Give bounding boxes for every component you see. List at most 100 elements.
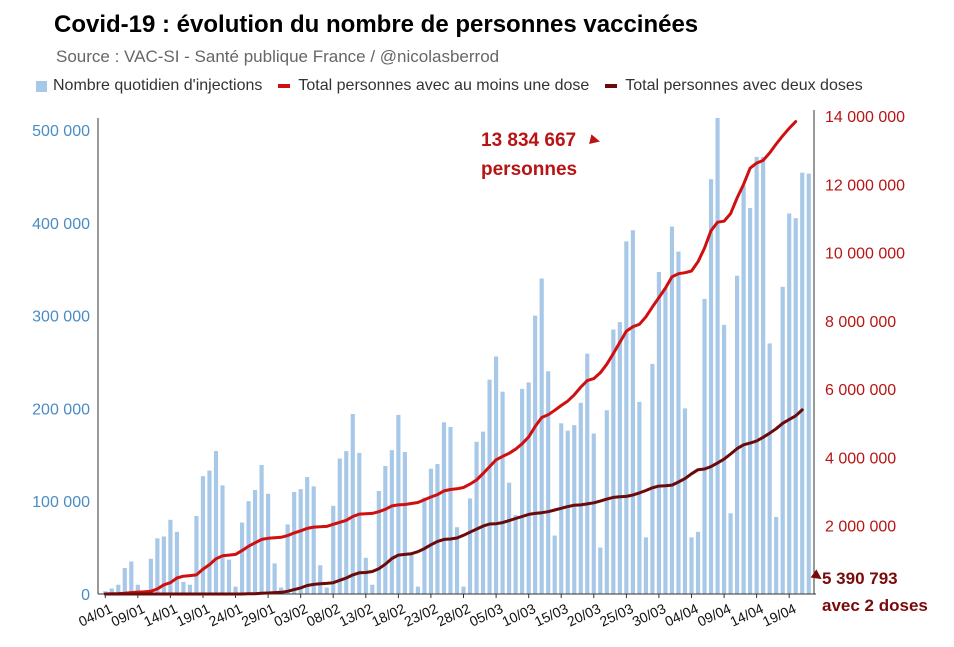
bar-daily-107	[800, 172, 805, 594]
y-right-tick-label: 4 000 000	[825, 450, 896, 467]
bar-daily-13	[187, 584, 193, 594]
bar-daily-8	[155, 538, 160, 594]
bar-daily-59	[487, 379, 492, 594]
bar-daily-92	[702, 298, 707, 594]
bar-daily-108	[806, 173, 811, 594]
bar-daily-47	[409, 553, 414, 594]
bar-daily-93	[708, 179, 714, 594]
bar-daily-27	[279, 587, 284, 594]
annotations: 13 834 667 personnes 5 390 793 avec 2 doses	[481, 130, 928, 615]
bar-daily-48	[415, 586, 420, 594]
bar-daily-104	[780, 286, 785, 594]
chart-subtitle: Source : VAC-SI - Santé publique France …	[56, 47, 500, 66]
legend-item-daily: Nombre quotidien d'injections	[36, 77, 262, 95]
bar-daily-100	[754, 156, 759, 594]
y-right-tick-label: 14 000 000	[825, 109, 905, 126]
bar-daily-91	[695, 531, 701, 594]
bar-daily-75	[591, 433, 596, 594]
bar-daily-20	[233, 586, 238, 594]
bar-daily-64	[520, 388, 525, 594]
line-two-doses	[103, 408, 804, 596]
bar-daily-106	[793, 218, 798, 594]
bar-daily-69	[552, 535, 557, 594]
bar-daily-63	[513, 515, 518, 594]
y-left-labels: 0 100 000 200 000 300 000 400 000 500 000	[32, 123, 90, 604]
bar-daily-87	[669, 226, 675, 594]
bar-daily-33	[318, 565, 323, 594]
bar-daily-3	[122, 568, 127, 594]
legend-swatch-one-dose	[278, 84, 291, 88]
y-left-tick-label: 0	[81, 587, 90, 604]
y-left-tick-label: 100 000	[32, 494, 90, 511]
bar-daily-17	[213, 451, 219, 594]
bar-daily-34	[324, 587, 329, 594]
y-right-tick-label: 2 000 000	[825, 519, 896, 536]
bar-daily-4	[129, 561, 134, 594]
bar-daily-102	[767, 343, 772, 594]
y-right-tick-label: 12 000 000	[825, 177, 905, 194]
y-right-tick-label: 10 000 000	[825, 246, 905, 263]
bar-daily-9	[161, 536, 166, 594]
bar-daily-90	[689, 537, 694, 594]
bar-daily-61	[500, 391, 505, 594]
bar-daily-96	[728, 513, 733, 594]
bar-daily-85	[656, 271, 662, 594]
bar-daily-25	[266, 493, 271, 594]
bar-daily-16	[207, 470, 212, 594]
bar-daily-5	[135, 584, 140, 594]
y-right-labels: 2 000 000 4 000 000 6 000 000 8 000 000 10 0…	[825, 109, 905, 536]
legend: Nombre quotidien d'injections Total pers…	[36, 77, 879, 95]
bar-daily-83	[643, 537, 648, 594]
axes	[97, 110, 816, 595]
legend-label-daily: Nombre quotidien d'injections	[53, 77, 263, 94]
bar-daily-19	[226, 559, 232, 594]
bar-daily-82	[637, 401, 642, 594]
bar-daily-40	[363, 557, 368, 594]
bar-daily-41	[370, 584, 375, 594]
bar-daily-77	[604, 410, 609, 594]
bar-daily-88	[676, 251, 681, 594]
bar-daily-35	[331, 505, 336, 594]
bar-daily-15	[200, 476, 206, 594]
bar-daily-94	[715, 117, 720, 594]
bar-daily-71	[565, 430, 570, 594]
bar-daily-98	[741, 185, 746, 594]
bar-daily-29	[292, 491, 297, 594]
bar-daily-54	[454, 527, 460, 594]
legend-label-two-doses: Total personnes avec deux doses	[625, 77, 863, 94]
bar-daily-72	[572, 425, 577, 594]
y-left-tick-label: 300 000	[32, 309, 90, 326]
bar-daily-81	[630, 230, 635, 594]
bar-daily-24	[259, 465, 264, 594]
legend-item-two-doses: Total personnes avec deux doses	[605, 77, 863, 95]
bar-daily-68	[546, 371, 551, 594]
bars-series	[103, 117, 811, 595]
bar-daily-60	[494, 356, 499, 594]
bar-daily-18	[220, 485, 225, 594]
bar-daily-74	[585, 353, 590, 594]
y-left-tick-label: 500 000	[32, 123, 90, 140]
bar-daily-103	[774, 516, 779, 594]
bar-daily-89	[682, 408, 688, 594]
bar-daily-62	[507, 482, 512, 594]
bar-daily-46	[402, 452, 407, 594]
bar-daily-66	[533, 315, 538, 594]
bar-daily-32	[311, 486, 316, 594]
bar-daily-51	[435, 464, 440, 594]
y-left-tick-label: 200 000	[32, 401, 90, 418]
bar-daily-52	[441, 422, 447, 594]
bar-daily-1	[109, 588, 114, 594]
bar-daily-101	[761, 156, 766, 594]
bar-daily-12	[181, 581, 186, 594]
bar-daily-99	[748, 207, 753, 594]
bar-daily-11	[174, 531, 179, 594]
chart-title: Covid-19 : évolution du nombre de person…	[54, 11, 699, 38]
bar-daily-50	[428, 468, 434, 594]
bar-daily-43	[383, 465, 388, 594]
bar-daily-65	[526, 382, 531, 594]
bar-daily-67	[539, 278, 544, 594]
bar-daily-84	[650, 363, 655, 594]
annotation-two-doses-value: 5 390 793	[822, 569, 898, 588]
y-right-tick-label: 6 000 000	[825, 382, 896, 399]
